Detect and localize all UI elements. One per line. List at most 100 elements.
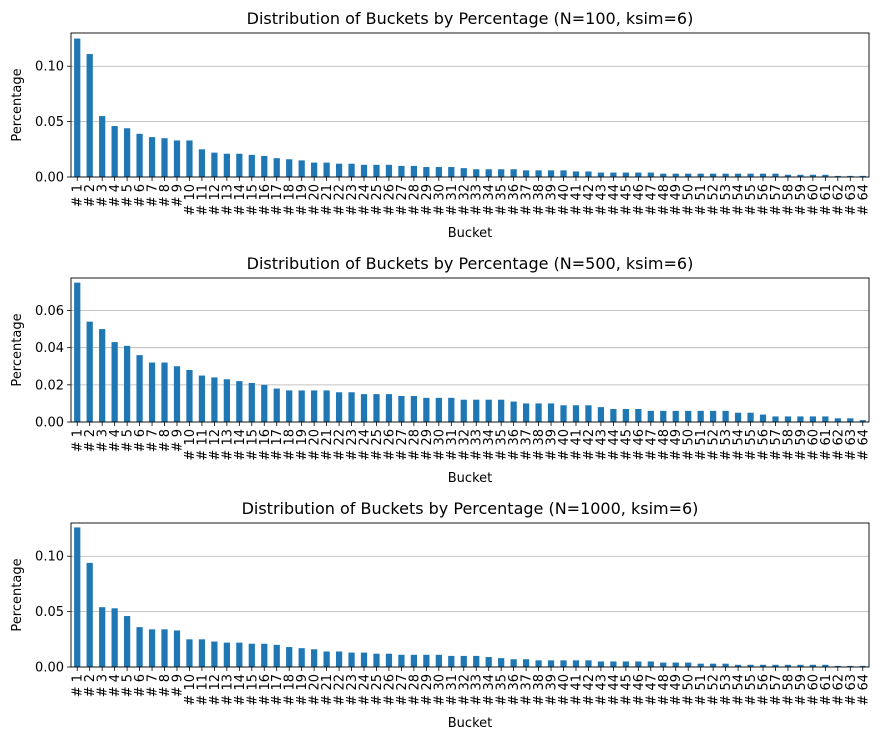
x-tick-label: # 59 — [794, 674, 809, 706]
y-tick-label: 0.06 — [35, 304, 64, 319]
bar — [136, 355, 143, 422]
x-tick-label: # 35 — [495, 184, 510, 216]
bar — [360, 394, 368, 422]
bar — [498, 169, 505, 177]
x-tick-label: # 50 — [682, 429, 697, 461]
x-tick-label: # 37 — [520, 184, 535, 216]
x-tick-label: # 22 — [333, 429, 348, 461]
bar — [111, 126, 118, 177]
x-tick-label: # 9 — [170, 184, 185, 207]
bar — [273, 644, 280, 667]
bar — [286, 159, 293, 177]
bar — [173, 140, 181, 177]
bar — [99, 607, 106, 667]
bar — [672, 662, 679, 667]
x-tick-label: # 1 — [71, 184, 86, 207]
bar — [236, 381, 243, 422]
bar — [161, 138, 168, 177]
x-tick-label: # 1 — [71, 429, 86, 452]
bar — [273, 158, 280, 177]
x-tick-label: # 3 — [96, 674, 111, 697]
x-tick-label: # 58 — [781, 429, 796, 461]
bar — [697, 410, 704, 422]
x-tick-label: # 10 — [183, 674, 198, 706]
bar — [734, 412, 742, 422]
x-tick-label: # 38 — [532, 674, 547, 706]
x-tick-label: # 49 — [669, 184, 684, 216]
x-tick-label: # 43 — [594, 429, 609, 461]
x-tick-label: # 32 — [457, 674, 472, 706]
bar — [622, 408, 629, 422]
x-tick-label: # 33 — [470, 184, 485, 216]
x-tick-label: # 35 — [495, 429, 510, 461]
x-axis-label: Bucket — [448, 716, 492, 731]
bar — [211, 152, 218, 177]
x-tick-label: # 51 — [694, 429, 709, 461]
bar — [348, 392, 355, 422]
bar — [323, 390, 330, 422]
bar — [685, 662, 692, 667]
x-tick-label: # 42 — [582, 674, 597, 706]
x-tick-label: # 29 — [420, 184, 435, 216]
bar — [747, 173, 754, 177]
x-tick-label: # 32 — [457, 429, 472, 461]
x-tick-label: # 36 — [507, 674, 522, 706]
y-axis-label: Percentage — [10, 558, 25, 631]
bar — [86, 321, 93, 422]
bar — [360, 652, 368, 667]
bar — [522, 170, 530, 177]
bar — [136, 627, 143, 667]
x-tick-label: # 31 — [445, 429, 460, 461]
x-tick-label: # 11 — [195, 184, 210, 216]
x-tick-label: # 27 — [395, 674, 410, 706]
x-tick-label: # 64 — [856, 674, 871, 706]
x-tick-label: # 56 — [757, 429, 772, 461]
x-tick-label: # 54 — [732, 429, 747, 461]
x-tick-label: # 30 — [432, 184, 447, 216]
x-tick-label: # 64 — [856, 429, 871, 461]
y-tick-label: 0.05 — [35, 115, 64, 130]
axes-frame — [70, 277, 870, 423]
x-tick-label: # 53 — [719, 429, 734, 461]
bar — [784, 664, 792, 667]
bar — [734, 664, 742, 667]
x-tick-label: # 13 — [220, 429, 235, 461]
bar — [360, 164, 368, 177]
bar — [460, 168, 467, 177]
x-tick-label: # 40 — [557, 184, 572, 216]
bar — [460, 399, 467, 422]
bar — [410, 165, 418, 177]
bar — [435, 167, 442, 177]
bar — [734, 173, 742, 177]
x-tick-label: # 6 — [133, 674, 148, 697]
x-tick-label: # 28 — [407, 429, 422, 461]
bar — [722, 173, 729, 177]
bar — [236, 642, 243, 667]
x-tick-label: # 51 — [694, 674, 709, 706]
x-tick-label: # 60 — [806, 429, 821, 461]
bar — [710, 663, 717, 667]
x-tick-label: # 29 — [420, 429, 435, 461]
bar — [834, 175, 841, 177]
bar — [585, 405, 592, 422]
x-tick-label: # 12 — [208, 674, 223, 706]
chart-panel-3: 0.000.050.10# 1# 2# 3# 4# 5# 6# 7# 8# 9#… — [10, 499, 871, 731]
x-tick-label: # 19 — [295, 184, 310, 216]
bar — [660, 173, 667, 177]
x-tick-label: # 43 — [594, 674, 609, 706]
bar — [560, 405, 567, 422]
bar — [286, 647, 293, 667]
x-tick-label: # 36 — [507, 429, 522, 461]
x-tick-label: # 31 — [445, 184, 460, 216]
bar — [797, 174, 804, 177]
bar — [99, 329, 106, 422]
x-tick-label: # 31 — [445, 674, 460, 706]
x-tick-label: # 35 — [495, 674, 510, 706]
x-tick-label: # 40 — [557, 429, 572, 461]
x-axis-label: Bucket — [448, 471, 492, 486]
bar — [535, 170, 542, 177]
bar — [335, 392, 343, 422]
bar — [859, 175, 866, 177]
chart-title: Distribution of Buckets by Percentage (N… — [247, 254, 694, 273]
x-tick-label: # 27 — [395, 184, 410, 216]
